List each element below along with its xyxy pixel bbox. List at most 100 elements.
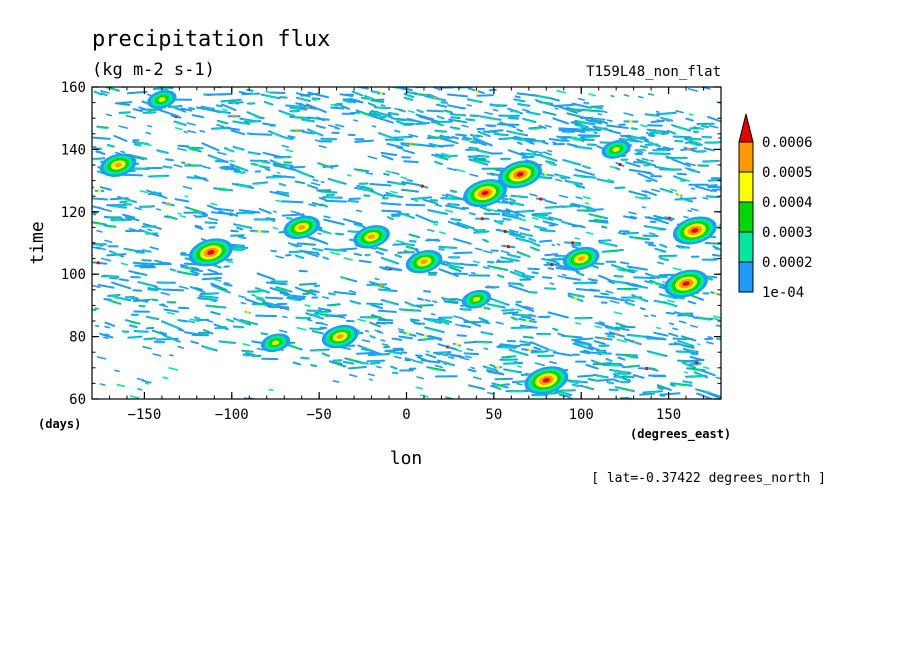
- precip-streak: [708, 185, 717, 186]
- y-tick-label: 80: [69, 330, 86, 346]
- precip-streak: [111, 296, 118, 297]
- precip-streak: [290, 167, 304, 168]
- precip-streak: [407, 251, 408, 252]
- precip-streak: [534, 248, 536, 249]
- precip-speck: [518, 219, 526, 221]
- precip-streak: [393, 84, 403, 85]
- precip-streak: [165, 167, 170, 168]
- precip-speck: [628, 372, 631, 373]
- precip-speck: [274, 228, 278, 229]
- precip-streak: [660, 393, 679, 395]
- precip-speck: [584, 197, 591, 199]
- precip-streak: [408, 190, 413, 191]
- precip-speck: [135, 109, 142, 111]
- precip-core: [507, 245, 510, 248]
- precip-streak: [609, 383, 612, 384]
- precip-streak: [689, 301, 696, 303]
- precip-speck: [97, 231, 102, 232]
- precip-speck: [692, 188, 695, 189]
- precip-speck: [590, 208, 593, 209]
- precip-speck: [241, 303, 245, 304]
- precip-streak: [678, 174, 686, 175]
- precip-core: [504, 230, 507, 233]
- precip-streak: [626, 408, 636, 410]
- precip-speck: [435, 224, 437, 225]
- precip-streak: [469, 385, 484, 389]
- precip-streak: [300, 271, 307, 272]
- precip-speck: [138, 379, 144, 381]
- precip-speck: [668, 301, 674, 303]
- precip-speck: [721, 255, 726, 256]
- precip-speck: [409, 111, 414, 112]
- precip-streak: [535, 352, 545, 353]
- precip-speck: [368, 157, 376, 159]
- precip-core: [97, 261, 100, 264]
- precip-streak: [210, 85, 215, 87]
- precip-streak: [585, 137, 596, 138]
- precip-speck: [688, 211, 691, 212]
- precip-speck: [666, 120, 669, 121]
- precip-streak: [646, 242, 653, 243]
- precip-speck: [370, 282, 378, 284]
- precip-speck: [230, 161, 234, 162]
- precip-core: [306, 106, 309, 109]
- precip-speck: [323, 232, 331, 234]
- precip-streak: [477, 95, 493, 96]
- precip-speck: [614, 312, 621, 314]
- precip-streak: [543, 231, 552, 232]
- precip-speck: [203, 214, 207, 215]
- precip-speck: [657, 112, 659, 113]
- precip-streak: [498, 124, 519, 125]
- precip-streak: [619, 324, 622, 325]
- precip-speck: [642, 150, 645, 151]
- precip-streak: [646, 217, 650, 218]
- precip-streak: [360, 363, 366, 364]
- precip-streak: [589, 279, 595, 280]
- precip-streak: [193, 115, 204, 117]
- precip-streak: [283, 214, 304, 215]
- precip-streak: [389, 83, 406, 85]
- precip-streak: [523, 157, 534, 158]
- precip-streak: [515, 197, 525, 198]
- precip-streak: [248, 122, 257, 123]
- precip-streak: [356, 141, 373, 142]
- precip-speck: [456, 350, 461, 351]
- precip-streak: [142, 260, 151, 261]
- precip-streak: [153, 176, 165, 177]
- precip-streak: [543, 221, 557, 224]
- precip-streak: [622, 400, 632, 403]
- precip-hotspot: [281, 212, 323, 243]
- precip-streak: [382, 156, 392, 160]
- precip-speck: [214, 279, 220, 281]
- precip-core: [571, 241, 574, 244]
- precip-streak: [384, 174, 389, 175]
- precip-speck: [334, 381, 339, 382]
- precip-streak: [101, 127, 104, 128]
- precip-streak: [440, 105, 443, 106]
- precip-speck: [321, 242, 326, 243]
- precip-streak: [595, 341, 605, 344]
- precip-core: [539, 197, 542, 200]
- precip-streak: [397, 138, 408, 139]
- precip-streak: [619, 358, 625, 360]
- precip-streak: [573, 400, 583, 404]
- precip-speck: [141, 191, 148, 193]
- precip-speck: [317, 254, 320, 255]
- precip-streak: [509, 286, 527, 292]
- precip-streak: [281, 185, 284, 186]
- precip-streak: [320, 198, 326, 200]
- precip-speck: [98, 357, 106, 359]
- precip-speck: [466, 356, 472, 357]
- precip-speck: [157, 209, 161, 210]
- precip-speck: [624, 95, 628, 96]
- precip-speck: [528, 318, 534, 320]
- precip-streak: [669, 334, 677, 337]
- precip-streak: [360, 261, 371, 262]
- precip-streak: [359, 170, 363, 171]
- precip-streak: [314, 72, 320, 74]
- precip-streak: [266, 298, 283, 299]
- precip-speck: [553, 142, 556, 143]
- precip-speck: [123, 203, 128, 204]
- precip-speck: [673, 328, 678, 329]
- precip-speck: [200, 131, 204, 132]
